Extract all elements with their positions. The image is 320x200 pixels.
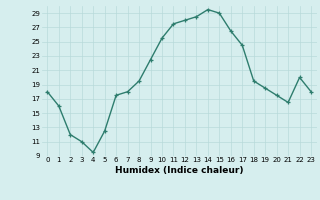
X-axis label: Humidex (Indice chaleur): Humidex (Indice chaleur)	[115, 166, 244, 175]
